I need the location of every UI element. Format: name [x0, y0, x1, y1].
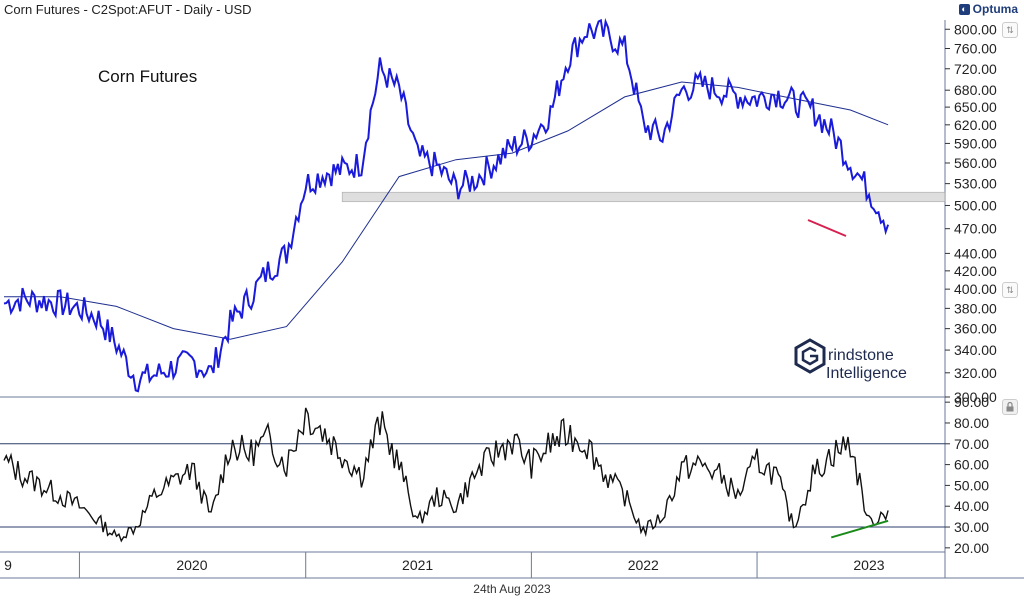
watermark-line2: Intelligence	[826, 365, 907, 382]
optuma-logo-icon: ◐	[958, 3, 970, 15]
price-tick-label: 800.00	[954, 21, 997, 37]
price-tick-label: 470.00	[954, 221, 997, 237]
price-tick-label: 760.00	[954, 40, 997, 56]
rsi-line	[3, 407, 889, 543]
price-tick-label: 340.00	[954, 342, 997, 358]
price-tick-label: 400.00	[954, 281, 997, 297]
brand-logo[interactable]: ◐ Optuma	[958, 2, 1018, 16]
price-tick-label: 680.00	[954, 82, 997, 98]
price-tick-label: 650.00	[954, 99, 997, 115]
price-tick-label: 380.00	[954, 300, 997, 316]
rsi-tick-label: 50.00	[954, 477, 989, 493]
green-trendline	[830, 519, 889, 539]
top-bar: Corn Futures - C2Spot:AFUT - Daily - USD…	[0, 0, 1024, 20]
scroll-up-icon[interactable]: ⇅	[1002, 22, 1018, 38]
support-zone	[341, 191, 946, 203]
rsi-tick-label: 90.00	[954, 394, 989, 410]
price-tick-label: 300.00	[954, 389, 997, 405]
x-tick-label: 9	[4, 557, 12, 573]
lock-icon[interactable]	[1002, 399, 1018, 415]
rsi-tick-label: 30.00	[954, 519, 989, 535]
price-tick-label: 360.00	[954, 321, 997, 337]
price-tick-label: 720.00	[954, 61, 997, 77]
price-tick-label: 590.00	[954, 135, 997, 151]
rsi-tick-label: 70.00	[954, 436, 989, 452]
moving-average-line	[4, 81, 889, 340]
grindstone-watermark: rindstone Intelligence	[794, 338, 907, 382]
rsi-tick-label: 80.00	[954, 415, 989, 431]
rsi-y-axis: 90.00 80.00 70.00 60.00 50.00 40.00 30.00 20.00	[945, 394, 989, 556]
x-tick-label: 2023	[853, 557, 884, 573]
rsi-tick-label: 60.00	[954, 457, 989, 473]
rsi-tick-label: 40.00	[954, 498, 989, 514]
rsi-tick-label: 20.00	[954, 540, 989, 556]
price-tick-label: 320.00	[954, 365, 997, 381]
red-trendline	[807, 219, 847, 237]
price-tick-label: 620.00	[954, 117, 997, 133]
price-tick-label: 560.00	[954, 155, 997, 171]
time-x-axis: 9 2020 2021 2022 2023	[4, 552, 946, 578]
price-tick-label: 440.00	[954, 245, 997, 261]
price-tick-label: 500.00	[954, 197, 997, 213]
price-line	[3, 17, 890, 393]
scroll-arrow-icon[interactable]: ⇅	[1002, 282, 1018, 298]
footer-date: 24th Aug 2023	[473, 582, 551, 596]
watermark-line1: rindstone	[828, 347, 894, 364]
hexagon-g-icon	[794, 338, 826, 374]
x-tick-label: 2020	[176, 557, 207, 573]
chart-inner-title: Corn Futures	[98, 67, 197, 86]
price-tick-label: 420.00	[954, 263, 997, 279]
brand-name: Optuma	[972, 2, 1018, 16]
price-tick-label: 530.00	[954, 176, 997, 192]
chart-window-title: Corn Futures - C2Spot:AFUT - Daily - USD	[4, 2, 252, 17]
x-tick-label: 2022	[628, 557, 659, 573]
x-tick-label: 2021	[402, 557, 433, 573]
